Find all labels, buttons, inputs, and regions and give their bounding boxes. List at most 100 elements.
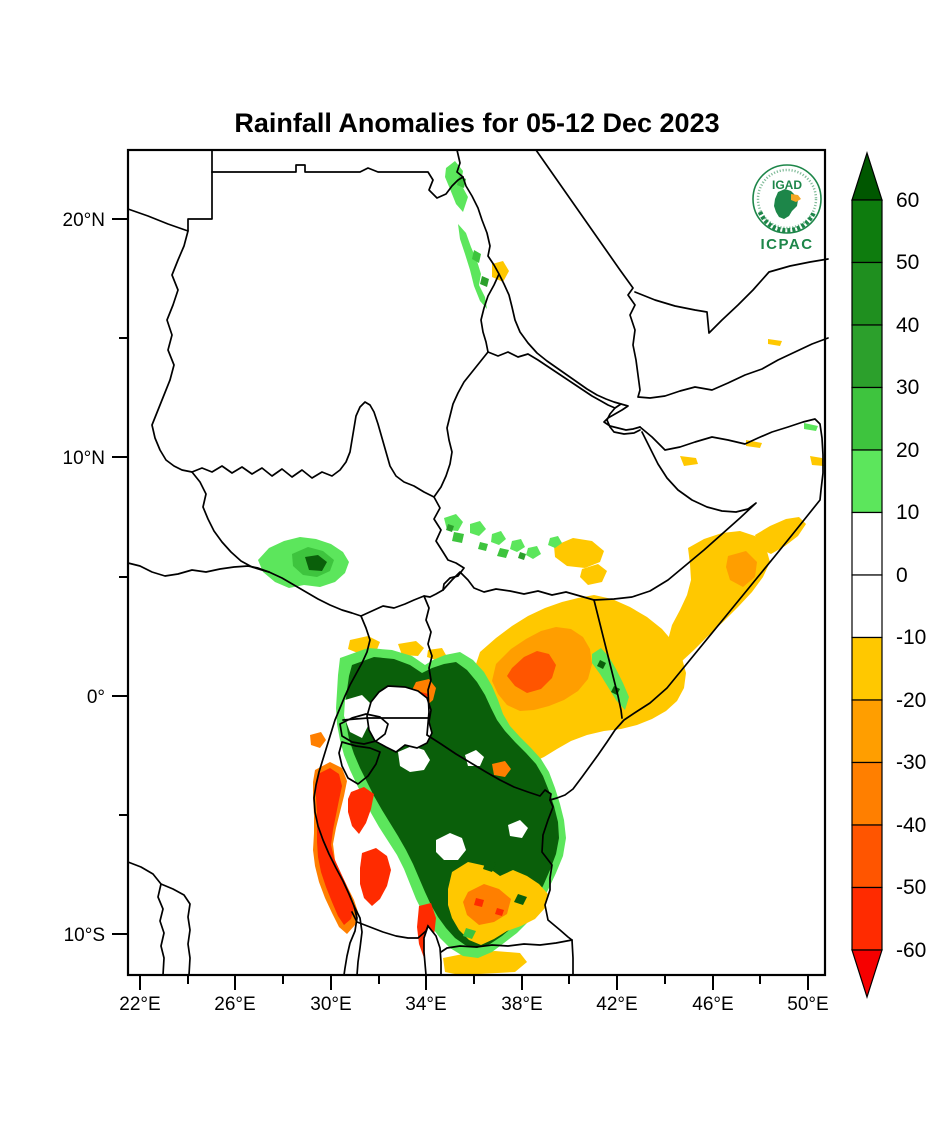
- anomaly-blob: [478, 542, 488, 551]
- anomaly-blob: [495, 908, 504, 916]
- colorbar: 60 50 40 30 20 10 0 -10 -20 -30 -40 -50 …: [851, 151, 926, 999]
- anomaly-blob: [458, 224, 487, 309]
- colorbar-segment: [851, 636, 883, 701]
- anomaly-greendeep-layer: [446, 276, 526, 560]
- x-tick-label: 34°E: [405, 994, 446, 1015]
- anomaly-redorange-layer: [507, 651, 556, 693]
- x-axis: 22°E 26°E 30°E 34°E 38°E 42°E 46°E 50°E: [119, 975, 829, 1015]
- anomaly-blob: [492, 761, 511, 777]
- anomaly-blob: [480, 276, 489, 287]
- anomaly-blob: [310, 732, 326, 748]
- anomaly-blob: [472, 250, 481, 263]
- border-zambia-spur: [160, 883, 191, 976]
- border-ethiopia-sudan: [433, 351, 489, 498]
- anomaly-blob: [474, 898, 484, 907]
- y-tick-label: 10°S: [64, 925, 105, 946]
- coast-red-sea-africa: [456, 149, 641, 431]
- colorbar-arrow-top: [851, 151, 883, 201]
- border-car-southsudan: [191, 471, 270, 573]
- anomaly-blob: [348, 787, 374, 834]
- y-tick-label: 10°N: [63, 448, 105, 469]
- border-drc-zambia: [127, 861, 165, 976]
- border-rwanda: [339, 713, 389, 745]
- anomaly-blob: [483, 860, 496, 872]
- anomaly-dark-over: [483, 860, 527, 905]
- y-tick-label: 20°N: [63, 210, 105, 231]
- y-tick-label: 0°: [87, 687, 105, 708]
- border-southsudan-uganda: [360, 589, 444, 617]
- anomaly-blob: [554, 538, 604, 568]
- x-tick-label: 38°E: [501, 994, 542, 1015]
- border-tanzania-mozambique: [440, 939, 573, 953]
- anomaly-blob: [491, 531, 506, 545]
- igad-icpac-logo: IGAD ICPAC: [752, 164, 822, 253]
- colorbar-tick-label: 50: [896, 251, 919, 274]
- anomaly-blob: [746, 440, 762, 448]
- logo-africa-horn-icon: [791, 194, 801, 202]
- anomaly-blob: [597, 660, 606, 669]
- colorbar-tick-label: 10: [896, 501, 919, 524]
- border-kenya-ethiopia: [442, 571, 595, 601]
- anomaly-blob: [548, 536, 562, 548]
- border-chad-sudan: [151, 230, 193, 473]
- colorbar-tick-label: -60: [896, 939, 926, 962]
- x-tick-label: 26°E: [214, 994, 255, 1015]
- anomaly-blob: [436, 833, 466, 860]
- colorbar-segment: [851, 199, 883, 264]
- x-tick-label: 50°E: [787, 994, 828, 1015]
- anomaly-greenmid-layer: [292, 176, 509, 577]
- logo-igad-text: IGAD: [772, 178, 802, 192]
- border-ethiopia-somalia: [593, 431, 757, 601]
- border-tanganyika-east: [353, 905, 363, 976]
- border-drc-southsudan: [268, 571, 362, 617]
- page-title: Rainfall Anomalies for 05-12 Dec 2023: [234, 108, 719, 138]
- colorbar-tick-label: 30: [896, 376, 919, 399]
- border-kenya-somalia: [593, 599, 623, 719]
- x-tick-label: 42°E: [596, 994, 637, 1015]
- colorbar-tick-label: 60: [896, 189, 919, 212]
- border-saudi-yemen: [634, 258, 829, 334]
- logo-text-ring: [756, 168, 818, 230]
- anomaly-blob: [507, 651, 556, 693]
- anomaly-blob: [446, 524, 454, 532]
- colorbar-segment: [851, 761, 883, 826]
- colorbar-segment: [851, 824, 883, 889]
- anomaly-blob: [470, 521, 486, 536]
- colorbar-segment: [851, 511, 883, 576]
- border-tanzania-zambia: [351, 911, 429, 939]
- anomaly-greenmid-over: [463, 928, 476, 939]
- anomaly-blob: [492, 261, 509, 282]
- map-frame: [126, 148, 827, 977]
- anomaly-blob: [508, 820, 528, 838]
- colorbar-arrow-bottom: [851, 949, 883, 999]
- border-sudan-eritrea: [480, 273, 500, 353]
- border-uganda-kenya: [423, 595, 433, 736]
- anomaly-blob: [526, 546, 541, 559]
- anomaly-blob: [305, 555, 327, 571]
- border-burundi: [338, 741, 381, 785]
- anomaly-white-holes: [344, 695, 528, 860]
- anomaly-blob: [445, 161, 468, 212]
- anomaly-blob: [668, 531, 770, 662]
- border-libya-sudan: [127, 171, 213, 232]
- colorbar-tick-label: 20: [896, 439, 919, 462]
- anomaly-blob: [398, 746, 430, 772]
- anomaly-blob: [580, 564, 607, 585]
- y-axis: 20°N 10°N 0° 10°S: [63, 210, 128, 946]
- border-kenya-tanzania: [426, 734, 552, 801]
- lake-victoria: [366, 685, 433, 753]
- anomaly-blob: [514, 894, 527, 905]
- anomaly-blob: [398, 641, 424, 656]
- logo-icpac-text: ICPAC: [760, 236, 813, 253]
- anomaly-blob: [360, 848, 391, 906]
- logo-laurel-wreath: [757, 211, 817, 233]
- border-car-drc: [127, 562, 270, 577]
- border-djibouti: [606, 403, 641, 435]
- x-tick-label: 30°E: [310, 994, 351, 1015]
- anomaly-blob: [680, 456, 698, 466]
- border-sudan-southsudan: [191, 401, 435, 498]
- colorbar-tick-label: -10: [896, 626, 926, 649]
- anomaly-blob: [518, 552, 526, 560]
- colorbar-segment: [851, 886, 883, 951]
- anomaly-blob: [463, 928, 476, 939]
